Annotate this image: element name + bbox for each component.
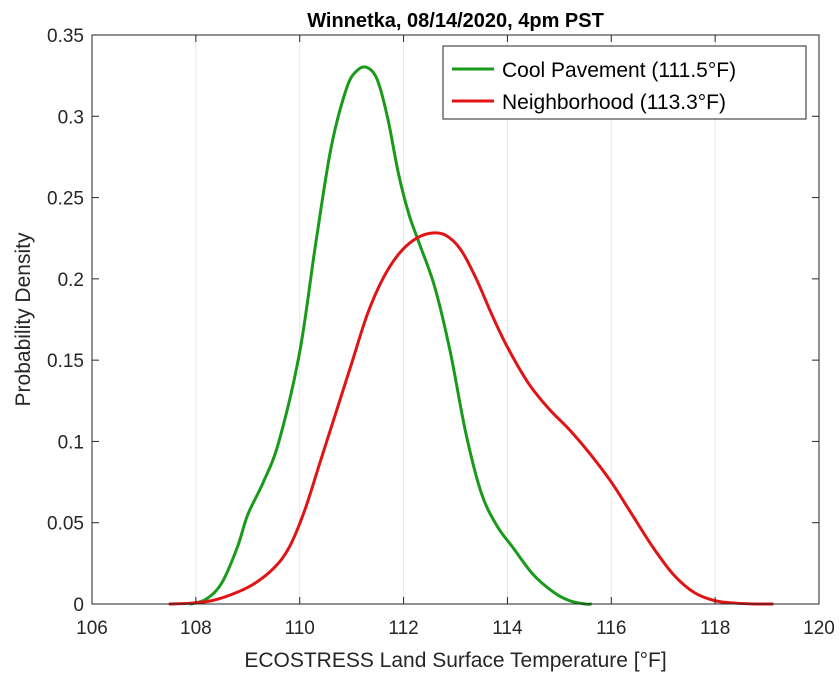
x-tick-label: 108 [180, 618, 212, 639]
legend: Cool Pavement (111.5°F) Neighborhood (11… [442, 45, 807, 120]
x-tick-label: 116 [596, 618, 626, 639]
legend-label-neighborhood: Neighborhood (113.3°F) [502, 91, 726, 114]
chart-title: Winnetka, 08/14/2020, 4pm PST [307, 10, 604, 32]
x-tick-label: 114 [492, 618, 523, 639]
legend-label-cool-pavement: Cool Pavement (111.5°F) [502, 59, 736, 82]
y-tick-label: 0.15 [47, 351, 84, 372]
grid-lines [195, 35, 716, 604]
y-tick-label: 0.05 [47, 514, 84, 535]
y-axis-label: Probability Density [12, 232, 35, 406]
y-tick-label: 0.1 [58, 432, 84, 453]
axis-ticks: 106 108 110 112 114 116 118 120 0 0.05 0.1 0.15 0.2 0… [47, 26, 835, 639]
y-tick-label: 0.35 [47, 26, 84, 47]
plot-frame [91, 34, 820, 605]
x-tick-label: 112 [388, 618, 418, 639]
y-tick-label: 0.3 [58, 107, 84, 128]
legend-box [442, 45, 807, 120]
x-tick-label: 118 [700, 618, 730, 639]
x-tick-label: 106 [76, 618, 108, 639]
y-tick-label: 0.2 [58, 270, 84, 291]
x-tick-label: 110 [285, 618, 315, 639]
y-tick-label: 0.25 [47, 189, 84, 210]
y-tick-label: 0 [73, 595, 84, 616]
x-axis-label: ECOSTRESS Land Surface Temperature [°F] [244, 649, 666, 672]
series-line-cool-pavement [189, 65, 593, 606]
x-tick-label: 120 [803, 618, 835, 639]
series-line-neighborhood [168, 231, 774, 606]
series-lines [168, 65, 774, 606]
